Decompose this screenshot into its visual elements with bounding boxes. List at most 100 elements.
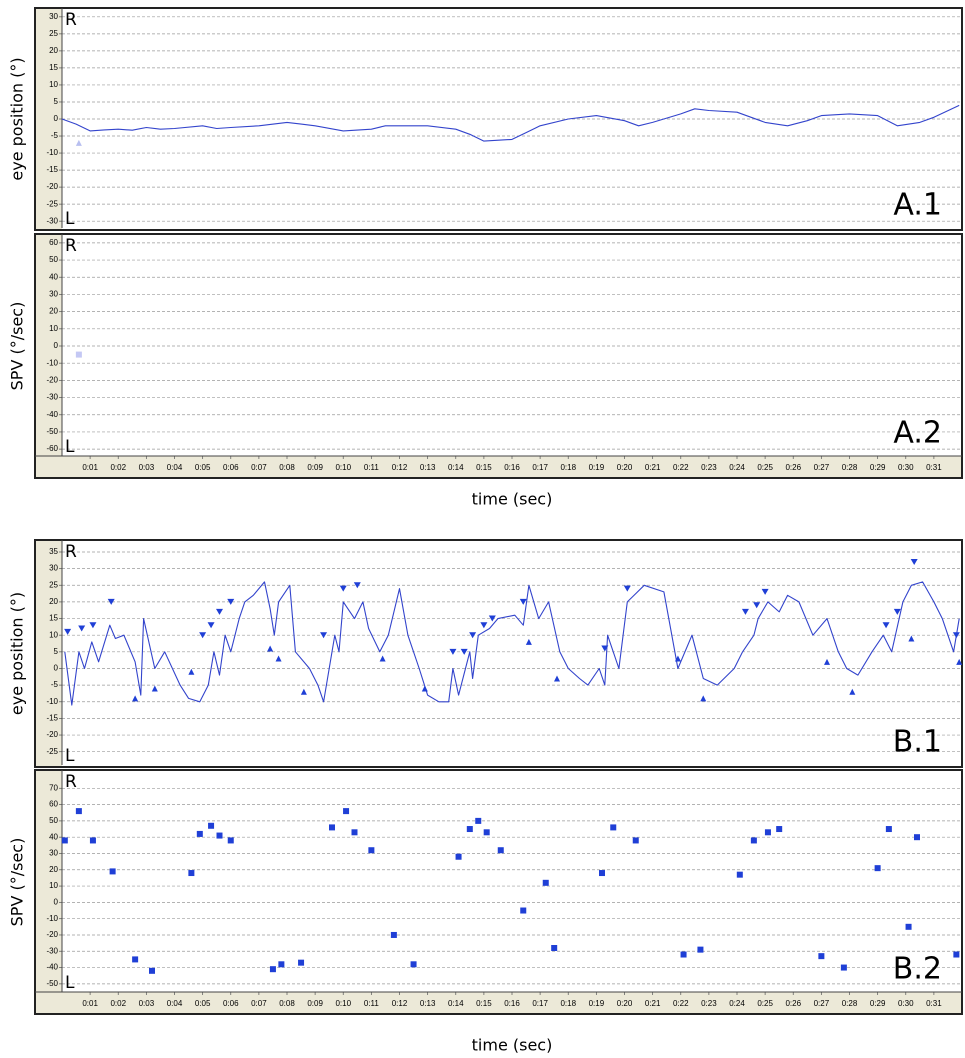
trough-marker	[956, 658, 963, 665]
spv-point	[278, 961, 285, 968]
spv-point	[227, 837, 234, 844]
spv-point	[455, 853, 462, 860]
peak-marker	[761, 588, 769, 595]
spv-point	[351, 829, 358, 836]
spv-point	[551, 945, 558, 951]
plot-area	[62, 772, 962, 992]
y-tick-label: 20	[49, 46, 58, 55]
y-tick-label: 10	[49, 630, 58, 639]
x-tick-label: 0:29	[870, 463, 886, 472]
y-tick-label: 10	[49, 881, 58, 890]
x-tick-label: 0:12	[392, 999, 408, 1008]
x-tick-label: 0:03	[139, 463, 155, 472]
x-axis-label: time (sec)	[472, 490, 553, 509]
spv-point	[874, 865, 881, 872]
y-tick-label: -10	[46, 358, 58, 367]
x-tick-label: 0:24	[729, 463, 745, 472]
trough-marker	[275, 655, 282, 662]
y-tick-label: 30	[49, 12, 58, 21]
x-tick-label: 0:12	[392, 463, 408, 472]
trough-marker	[75, 139, 82, 146]
panel-frame	[34, 7, 963, 231]
y-tick-label: 5	[54, 647, 59, 656]
x-tick-label: 0:25	[757, 463, 773, 472]
spv-point	[109, 868, 116, 875]
peak-marker	[910, 558, 918, 565]
spv-point	[149, 967, 155, 974]
y-tick-label: -20	[46, 930, 58, 939]
x-tick-label: 0:23	[701, 463, 717, 472]
spv-point	[776, 826, 783, 833]
y-tick-label: 0	[54, 114, 59, 123]
tick-strip	[35, 540, 62, 767]
trough-marker	[908, 635, 915, 642]
x-tick-label: 0:07	[251, 463, 267, 472]
spv-point	[818, 953, 825, 960]
peak-marker	[216, 608, 223, 615]
y-tick-label: -30	[46, 216, 58, 225]
peak-marker	[753, 602, 761, 609]
peak-marker	[893, 608, 901, 615]
y-tick-label: -25	[46, 199, 58, 208]
trough-marker	[674, 655, 681, 662]
peak-marker	[207, 622, 215, 629]
peak-marker	[601, 645, 609, 652]
y-tick-label: 25	[49, 29, 58, 38]
x-tick-label: 0:02	[110, 999, 126, 1008]
y-tick-label: -30	[46, 946, 58, 955]
spv-point	[368, 847, 375, 854]
y-tick-label: 20	[49, 597, 58, 606]
x-tick-label: 0:18	[560, 999, 576, 1008]
y-tick-label: -20	[46, 730, 58, 739]
spv-point	[885, 826, 892, 833]
panel-label: B.2	[893, 952, 942, 987]
side-label: R	[65, 542, 77, 562]
spv-point	[697, 946, 704, 953]
x-tick-label: 0:28	[842, 999, 858, 1008]
tick-strip	[35, 456, 962, 478]
y-tick-label: 60	[49, 238, 58, 247]
x-tick-label: 0:26	[785, 463, 801, 472]
panel-label: A.1	[893, 188, 942, 223]
x-tick-label: 0:03	[139, 999, 155, 1008]
spv-point	[410, 961, 417, 968]
trough-marker	[525, 638, 532, 645]
spv-point	[89, 837, 96, 844]
x-tick-label: 0:15	[476, 463, 492, 472]
y-tick-label: -20	[46, 375, 58, 384]
spv-point	[750, 837, 757, 844]
y-tick-label: 50	[49, 255, 58, 264]
y-tick-label: 20	[49, 307, 58, 316]
spv-point	[736, 871, 743, 878]
x-tick-label: 0:20	[617, 999, 633, 1008]
y-tick-label: 30	[49, 564, 58, 573]
spv-point	[466, 826, 473, 833]
spv-point	[483, 829, 490, 836]
x-tick-label: 0:16	[504, 999, 520, 1008]
trough-marker	[421, 685, 428, 692]
x-tick-label: 0:18	[560, 463, 576, 472]
x-tick-label: 0:04	[167, 463, 183, 472]
side-label: L	[65, 746, 75, 766]
peak-marker	[107, 598, 115, 605]
y-tick-label: -10	[46, 697, 58, 706]
peak-marker	[89, 622, 97, 629]
x-tick-label: 0:27	[814, 463, 830, 472]
spv-point	[497, 847, 504, 854]
trough-marker	[300, 688, 307, 695]
y-tick-label: 60	[49, 800, 58, 809]
spv-point	[632, 837, 639, 844]
trough-marker	[824, 658, 830, 665]
x-tick-label: 0:09	[307, 463, 323, 472]
x-tick-label: 0:21	[645, 463, 661, 472]
y-tick-label: -25	[46, 747, 58, 756]
y-tick-label: 0	[54, 897, 59, 906]
y-tick-label: -5	[51, 131, 59, 140]
y-tick-label: 20	[49, 865, 58, 874]
x-tick-label: 0:17	[532, 999, 548, 1008]
y-tick-label: 30	[49, 849, 58, 858]
panel-frame	[34, 539, 963, 768]
spv-point	[329, 824, 335, 831]
side-label: R	[65, 10, 77, 30]
